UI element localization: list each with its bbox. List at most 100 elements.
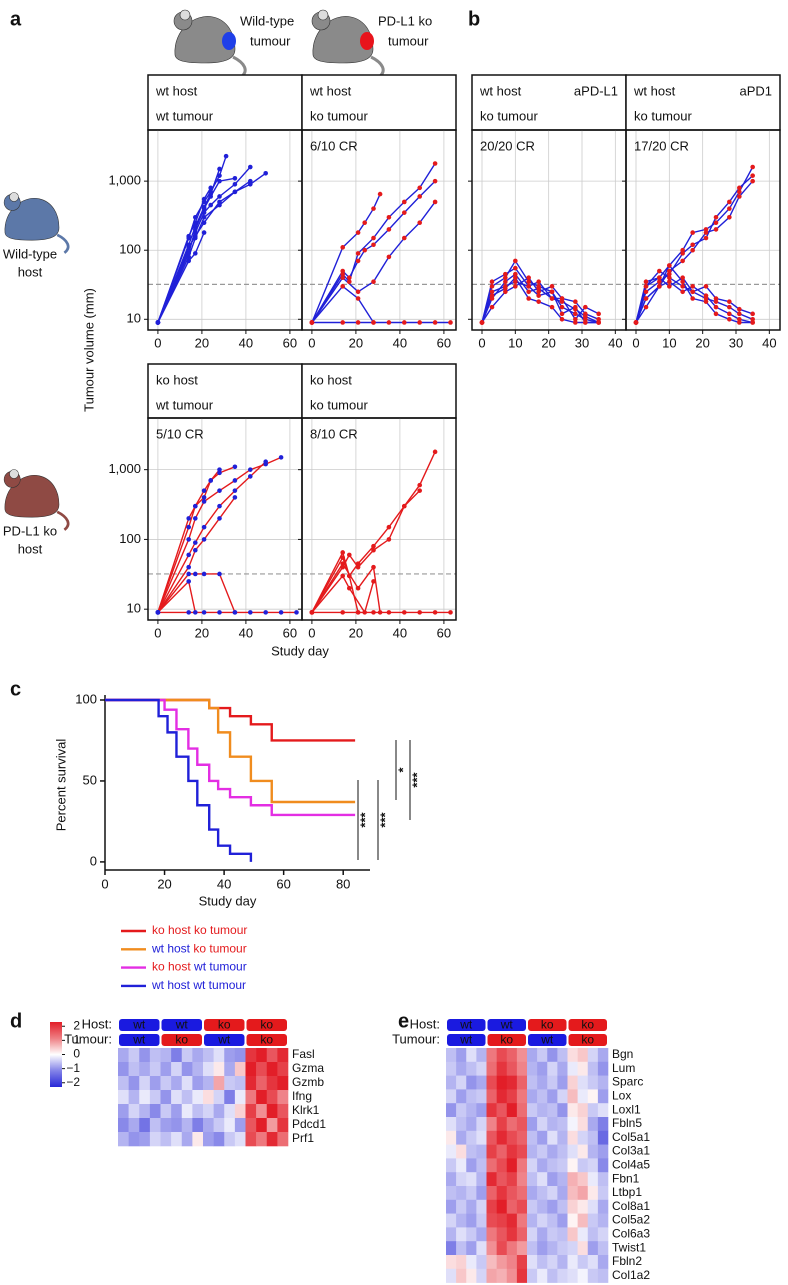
heatmap-cell (192, 1104, 204, 1119)
data-point (377, 610, 383, 615)
x-tick-label: 0 (308, 625, 315, 640)
heatmap-cell (466, 1241, 477, 1256)
data-point (217, 470, 222, 476)
data-point (294, 610, 299, 615)
data-point (232, 610, 238, 615)
mouse-icon (3, 469, 70, 531)
group-tag-text: ko (581, 1018, 594, 1032)
heatmap-cell (527, 1048, 538, 1063)
heatmap-cell (537, 1241, 548, 1256)
cr-annotation: 6/10 CR (310, 138, 358, 153)
x-tick-label: 0 (478, 335, 485, 350)
data-point (355, 564, 361, 570)
data-point (386, 524, 392, 530)
heatmap-cell (597, 1144, 609, 1159)
x-tick-label: 60 (437, 625, 451, 640)
heatmap-cell (266, 1048, 278, 1063)
data-point (223, 153, 229, 159)
heatmap-cell (496, 1227, 508, 1242)
heatmap-cell (128, 1062, 140, 1077)
heatmap-cell (506, 1186, 518, 1201)
data-point (340, 245, 346, 250)
legend-part: ko host (152, 960, 191, 974)
data-point (248, 467, 253, 472)
heatmap-cell (476, 1255, 487, 1270)
heatmap-cell (203, 1048, 214, 1063)
heatmap-cell (466, 1061, 477, 1076)
data-point (727, 304, 732, 310)
heatmap-cell (456, 1061, 467, 1076)
panel-label: c (10, 678, 21, 700)
heatmap-cell (446, 1241, 457, 1256)
data-point (583, 304, 588, 310)
group-tag-text: ko (500, 1033, 513, 1047)
heatmap-cell (516, 1255, 528, 1270)
heatmap-cell (466, 1158, 477, 1173)
data-point (503, 286, 508, 291)
data-point (583, 314, 588, 319)
data-point (193, 503, 198, 509)
heatmap-cell (537, 1075, 548, 1090)
heatmap-cell (446, 1144, 457, 1159)
heatmap-cell (537, 1227, 548, 1242)
heatmap-cell (516, 1241, 528, 1256)
heatmap-cell (577, 1213, 589, 1228)
data-point (371, 279, 376, 285)
x-tick-label: 40 (762, 335, 776, 350)
data-point (432, 178, 438, 184)
data-point (559, 316, 565, 322)
data-point (596, 320, 601, 325)
data-point (201, 499, 207, 504)
heatmap-cell (456, 1172, 467, 1187)
heatmap-cell (181, 1118, 193, 1133)
group-tag-text: ko (218, 1018, 231, 1032)
colorbar-tick-label: 1 (73, 1033, 80, 1047)
series-line (311, 193, 381, 323)
heatmap-cell (567, 1158, 578, 1173)
heatmap-cell (567, 1144, 578, 1159)
heatmap-cell (128, 1048, 140, 1063)
data-point (596, 316, 601, 322)
header-label: Host: (82, 1016, 112, 1031)
data-point (448, 610, 453, 615)
panel-header-text: wt host (479, 83, 522, 98)
heatmap-cell (486, 1268, 497, 1283)
data-point (713, 220, 719, 226)
legend-entry: ko host wt tumour (152, 960, 247, 974)
group-tag (528, 1019, 567, 1031)
heatmap-cell (537, 1130, 548, 1145)
heatmap-cell (496, 1061, 508, 1076)
heatmap-cell (557, 1089, 568, 1104)
panel-header-text: wt tumour (155, 108, 214, 123)
y-tick-label: 10 (127, 601, 141, 616)
heatmap-cell (537, 1144, 548, 1159)
heatmap-cell (557, 1130, 568, 1145)
heatmap-cell (516, 1089, 528, 1104)
heatmap-cell (160, 1132, 172, 1147)
heatmap-cell (213, 1104, 225, 1119)
data-point (201, 610, 207, 615)
group-tag-text: ko (581, 1033, 594, 1047)
data-point (186, 233, 191, 239)
heatmap-cell (496, 1241, 508, 1256)
heatmap-cell (171, 1090, 183, 1105)
row-label: Fbn1 (612, 1171, 640, 1185)
heatmap-cell (456, 1089, 467, 1104)
data-point (248, 610, 253, 615)
heatmap-cell (456, 1117, 467, 1132)
data-point (596, 311, 601, 317)
heatmap-cell (587, 1061, 599, 1076)
x-tick-label: 20 (349, 335, 363, 350)
data-point (217, 173, 222, 178)
heatmap-cell (171, 1104, 183, 1119)
mouse-ear (317, 9, 329, 21)
data-point (513, 265, 518, 271)
heatmap-cell (456, 1103, 467, 1118)
group-tag (161, 1019, 202, 1031)
data-point (193, 220, 198, 226)
cr-annotation: 20/20 CR (480, 138, 535, 153)
heatmap-cell (567, 1213, 578, 1228)
data-point (355, 585, 361, 591)
icon-label: host (18, 264, 43, 279)
panel-header (301, 363, 457, 419)
